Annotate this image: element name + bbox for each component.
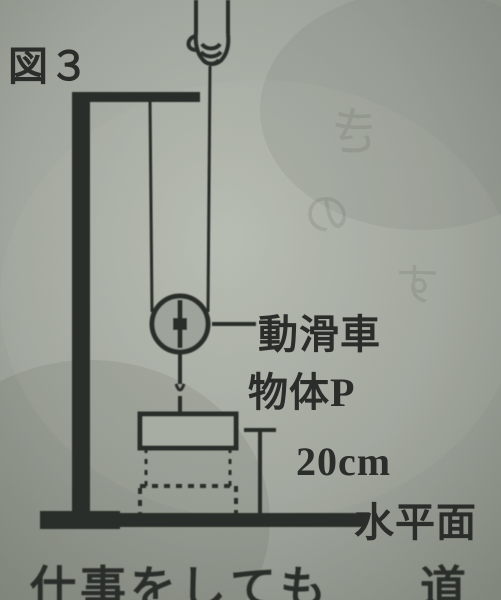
svg-text:を: を: [130, 563, 176, 600]
svg-text:の: の: [304, 189, 350, 240]
string-right: [208, 66, 210, 312]
svg-text:道: 道: [420, 563, 466, 600]
label-pulley: 動滑車: [258, 302, 381, 360]
svg-text:て: て: [230, 563, 276, 600]
svg-text:き: き: [328, 105, 380, 162]
label-ground: 水平面: [354, 490, 477, 548]
svg-text:も: も: [280, 563, 326, 600]
figure-title: 図３: [8, 34, 90, 92]
label-distance: 20cm: [296, 438, 391, 485]
string-left: [150, 102, 152, 312]
svg-text:し: し: [180, 563, 226, 600]
svg-text:仕: 仕: [30, 563, 76, 600]
svg-text:す: す: [396, 261, 440, 310]
label-object-p: 物体P: [248, 360, 355, 418]
svg-text:事: 事: [80, 563, 126, 600]
stand-top-bar: [72, 92, 200, 102]
stand-post: [72, 92, 90, 520]
figure-canvas: き の す: [0, 0, 501, 600]
